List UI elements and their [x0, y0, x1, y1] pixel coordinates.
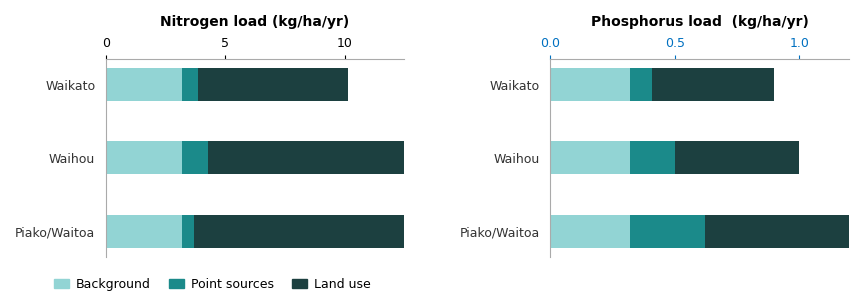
Bar [182, 141, 208, 175]
Bar [208, 141, 421, 175]
Bar [630, 141, 675, 175]
Bar [652, 68, 774, 101]
Bar [630, 215, 705, 248]
Bar [550, 68, 630, 101]
Title: Phosphorus load  (kg/ha/yr): Phosphorus load (kg/ha/yr) [591, 15, 809, 29]
Bar [705, 215, 849, 248]
Legend: Background, Point sources, Land use: Background, Point sources, Land use [49, 273, 375, 296]
Bar [194, 215, 423, 248]
Bar [105, 141, 182, 175]
Bar [675, 141, 799, 175]
Bar [630, 68, 652, 101]
Bar [182, 68, 198, 101]
Bar [198, 68, 348, 101]
Bar [550, 215, 630, 248]
Bar [550, 141, 630, 175]
Title: Nitrogen load (kg/ha/yr): Nitrogen load (kg/ha/yr) [161, 15, 350, 29]
Bar [105, 68, 182, 101]
Bar [105, 215, 182, 248]
Bar [182, 215, 194, 248]
